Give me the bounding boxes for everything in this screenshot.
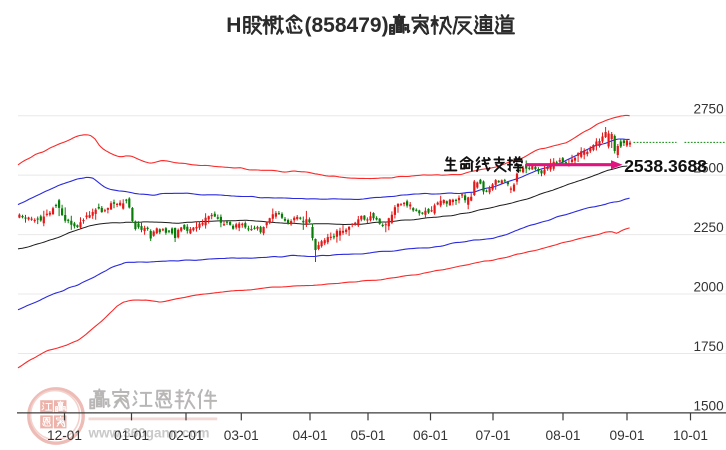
svg-text:04-01: 04-01: [292, 428, 327, 443]
svg-text:2250: 2250: [693, 220, 724, 235]
svg-text:02-01: 02-01: [168, 428, 203, 443]
svg-text:07-01: 07-01: [475, 428, 510, 443]
svg-text:1750: 1750: [693, 339, 724, 354]
svg-text:03-01: 03-01: [224, 428, 259, 443]
svg-text:H: H: [226, 14, 241, 37]
svg-text:06-01: 06-01: [413, 428, 448, 443]
svg-text:2500: 2500: [693, 161, 724, 176]
svg-text:01-01: 01-01: [114, 428, 149, 443]
svg-text:www.360gann.com: www.360gann.com: [88, 425, 210, 440]
svg-text:2750: 2750: [693, 101, 724, 116]
svg-text:12-01: 12-01: [47, 428, 82, 443]
svg-text:08-01: 08-01: [545, 428, 580, 443]
svg-text:09-01: 09-01: [609, 428, 644, 443]
svg-text:2000: 2000: [693, 280, 724, 295]
svg-text:2538.3688: 2538.3688: [624, 156, 707, 176]
svg-text:1500: 1500: [693, 399, 724, 414]
svg-text:10-01: 10-01: [673, 428, 708, 443]
svg-text:05-01: 05-01: [350, 428, 385, 443]
svg-text:(858479): (858479): [305, 14, 389, 37]
